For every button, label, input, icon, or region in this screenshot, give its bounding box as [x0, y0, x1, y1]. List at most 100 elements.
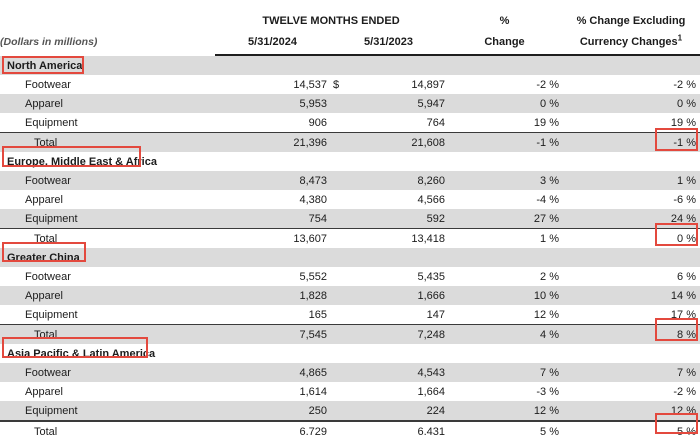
- pct-change-excl-value: -2 %: [673, 78, 696, 91]
- value-2024: 1,614: [299, 385, 327, 398]
- pct-change-excl-value: 1 %: [677, 174, 696, 187]
- pctx-header-text: Currency Changes: [579, 35, 678, 48]
- header-row-bottom: (Dollars in millions) 5/31/2024 5/31/202…: [0, 29, 700, 56]
- value-2023: 224: [426, 404, 445, 417]
- value-2024: 8,473: [299, 174, 327, 187]
- item-row: Footwear 4,865 4,543 7 % 7 %: [0, 363, 700, 382]
- value-2024: 5,552: [299, 270, 327, 283]
- total-value-2024: 7,545: [215, 324, 330, 344]
- currency-symbol: [330, 228, 350, 248]
- pct-change-excl-value: 7 %: [677, 366, 696, 379]
- dollars-in-millions-note: (Dollars in millions): [0, 36, 98, 48]
- section-header-row: Europe, Middle East & Africa: [0, 152, 700, 171]
- total-label: Total: [0, 132, 215, 152]
- section-name: North America: [7, 59, 83, 72]
- item-row: Apparel 5,953 5,947 0 % 0 %: [0, 94, 700, 113]
- item-row: Footwear 14,537 $14,897 -2 % -2 %: [0, 75, 700, 94]
- item-row: Equipment 250 224 12 % 12 %: [0, 401, 700, 421]
- pct-change-value: 7 %: [540, 366, 559, 379]
- total-pct-change-value: 4 %: [447, 324, 562, 344]
- pct-change-value: 3 %: [540, 174, 559, 187]
- total-pct-change-value: 1 %: [447, 228, 562, 248]
- value-2023: 5,947: [417, 97, 445, 110]
- pct-change-value: 19 %: [533, 116, 559, 129]
- item-row: Equipment 754 592 27 % 24 %: [0, 209, 700, 229]
- total-value-2023: 13,418: [350, 228, 447, 248]
- value-2023: 1,664: [417, 385, 445, 398]
- section-header-row: North America: [0, 55, 700, 75]
- value-2023: 4,543: [417, 366, 445, 379]
- pct-change-excl-value: 17 %: [670, 308, 696, 321]
- value-2024: 1,828: [299, 289, 327, 302]
- total-value-2024: 13,607: [215, 228, 330, 248]
- table-header: TWELVE MONTHS ENDED % % Change Excluding…: [0, 0, 700, 56]
- value-2024: 165: [308, 308, 327, 321]
- value-2023: 764: [426, 116, 445, 129]
- currency-symbol: [330, 401, 350, 421]
- currency-symbol: [330, 324, 350, 344]
- value-2023: 147: [426, 308, 445, 321]
- item-row: Equipment 906 764 19 % 19 %: [0, 113, 700, 133]
- value-2024: 5,953: [299, 97, 327, 110]
- column-header-2024: 5/31/2024: [215, 29, 330, 56]
- pct-change-value: 10 %: [533, 289, 559, 302]
- currency-symbol: [330, 420, 350, 435]
- total-pct-change-value: -1 %: [447, 132, 562, 152]
- currency-symbol: [330, 267, 350, 286]
- total-value-2023: 6,431: [350, 420, 447, 435]
- pct-change-header-line2: Change: [447, 29, 562, 56]
- currency-symbol: [330, 286, 350, 305]
- pct-change-value: -4 %: [536, 193, 559, 206]
- item-row: Footwear 8,473 8,260 3 % 1 %: [0, 171, 700, 190]
- value-2023: 5,435: [417, 270, 445, 283]
- total-value-2024: 6,729: [215, 420, 330, 435]
- item-row: Apparel 1,828 1,666 10 % 14 %: [0, 286, 700, 305]
- value-2024: 250: [308, 404, 327, 417]
- value-2024: 14,537: [293, 78, 327, 91]
- total-row: Total 13,607 13,418 1 % 0 %: [0, 228, 700, 248]
- pct-change-value: 27 %: [533, 212, 559, 225]
- currency-symbol: [330, 190, 350, 209]
- pct-change-value: -3 %: [536, 385, 559, 398]
- item-row: Equipment 165 147 12 % 17 %: [0, 305, 700, 325]
- pct-change-excl-value: 6 %: [677, 270, 696, 283]
- section-name: Asia Pacific & Latin America: [7, 347, 156, 360]
- total-pct-change-excl-value: 5 %: [562, 420, 700, 435]
- value-2023: 4,566: [417, 193, 445, 206]
- header-row-top: TWELVE MONTHS ENDED % % Change Excluding: [0, 0, 700, 29]
- pct-change-value: -2 %: [536, 78, 559, 91]
- pct-change-value: 0 %: [540, 97, 559, 110]
- row-label: Footwear: [25, 270, 71, 283]
- row-label: Apparel: [25, 289, 63, 302]
- pct-change-value: 2 %: [540, 270, 559, 283]
- value-2023: 14,897: [411, 78, 445, 91]
- currency-symbol: [330, 363, 350, 382]
- footnote-superscript: 1: [677, 32, 683, 42]
- total-pct-change-excl-value: -1 %: [562, 132, 700, 152]
- value-2024: 906: [308, 116, 327, 129]
- total-value-2023: 21,608: [350, 132, 447, 152]
- pct-change-excl-value: 14 %: [670, 289, 696, 302]
- pct-change-header-line1: %: [499, 15, 510, 27]
- total-row: Total 7,545 7,248 4 % 8 %: [0, 324, 700, 344]
- currency-symbol: [330, 305, 350, 325]
- pct-change-excl-value: 12 %: [670, 404, 696, 417]
- total-row: Total 6,729 6,431 5 % 5 %: [0, 420, 700, 435]
- total-value-2023: 7,248: [350, 324, 447, 344]
- section-header-row: Asia Pacific & Latin America: [0, 344, 700, 363]
- pct-change-excl-value: -2 %: [673, 385, 696, 398]
- value-2023: 592: [426, 212, 445, 225]
- pct-change-excl-value: -6 %: [673, 193, 696, 206]
- value-2023: 8,260: [417, 174, 445, 187]
- pct-change-excl-value: 0 %: [677, 97, 696, 110]
- column-header-2023: 5/31/2023: [330, 29, 447, 56]
- pctx-header-line2: Currency Changes1: [562, 29, 700, 56]
- row-label: Apparel: [25, 385, 63, 398]
- pctx-header-line1: % Change Excluding: [576, 15, 686, 27]
- currency-symbol: [330, 382, 350, 401]
- row-label: Equipment: [25, 212, 78, 225]
- header-empty-cell: [0, 0, 215, 29]
- row-label: Apparel: [25, 97, 63, 110]
- currency-symbol: [330, 171, 350, 190]
